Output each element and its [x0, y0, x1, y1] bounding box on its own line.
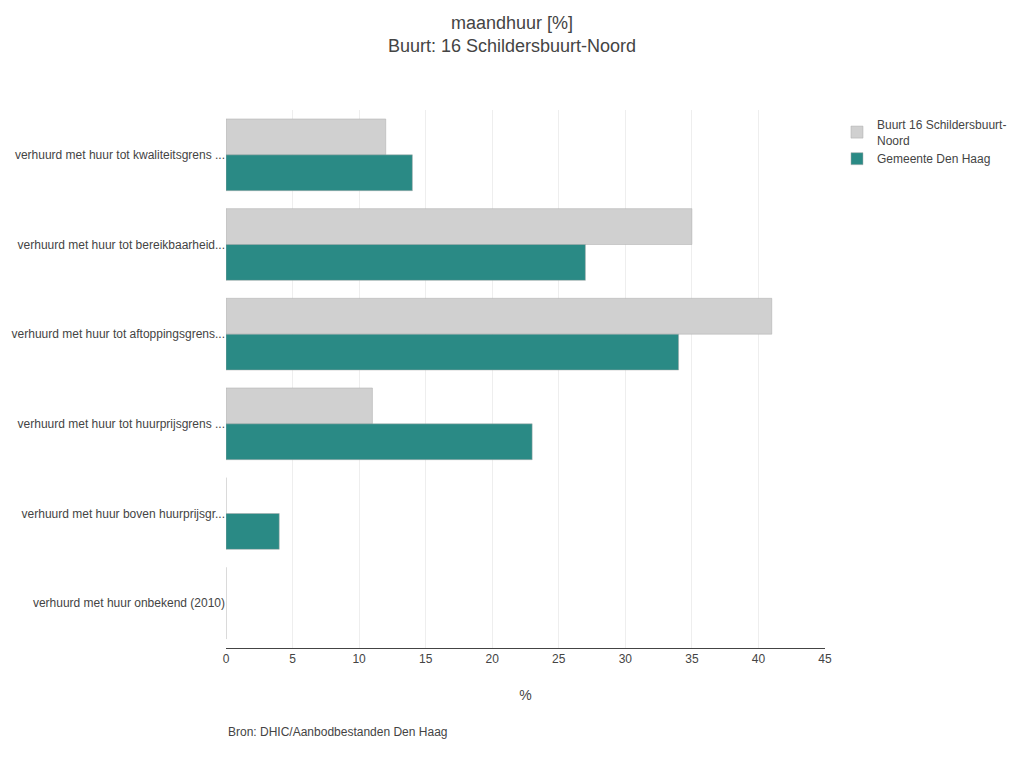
svg-text:verhuurd met huur onbekend (20: verhuurd met huur onbekend (2010)	[33, 596, 225, 610]
svg-text:20: 20	[486, 652, 500, 666]
svg-text:Bron: DHIC/Aanbodbestanden Den: Bron: DHIC/Aanbodbestanden Den Haag	[228, 725, 447, 739]
svg-text:Gemeente Den Haag: Gemeente Den Haag	[877, 152, 990, 166]
svg-text:Buurt 16 Schildersbuurt-Noord: Buurt 16 Schildersbuurt-Noord	[877, 118, 1006, 148]
svg-text:verhuurd met huur tot kwalitei: verhuurd met huur tot kwaliteitsgrens ..…	[15, 148, 225, 162]
svg-text:%: %	[519, 687, 531, 703]
svg-text:verhuurd met huur tot aftoppin: verhuurd met huur tot aftoppingsgrens...	[12, 327, 225, 341]
svg-text:45: 45	[818, 652, 832, 666]
svg-text:40: 40	[752, 652, 766, 666]
svg-text:35: 35	[685, 652, 699, 666]
svg-text:verhuurd met huur tot bereikba: verhuurd met huur tot bereikbaarheid...	[18, 238, 225, 252]
svg-text:5: 5	[289, 652, 296, 666]
svg-text:10: 10	[352, 652, 366, 666]
svg-text:0: 0	[223, 652, 230, 666]
svg-text:maandhuur [%]Buurt: 16 Schilde: maandhuur [%]Buurt: 16 Schildersbuurt-No…	[388, 13, 636, 56]
svg-text:30: 30	[619, 652, 633, 666]
svg-text:15: 15	[419, 652, 433, 666]
svg-text:verhuurd met huur tot huurprij: verhuurd met huur tot huurprijsgrens ...	[18, 417, 225, 431]
svg-text:verhuurd met huur boven huurpr: verhuurd met huur boven huurprijsgr...	[22, 507, 225, 521]
svg-text:25: 25	[552, 652, 566, 666]
